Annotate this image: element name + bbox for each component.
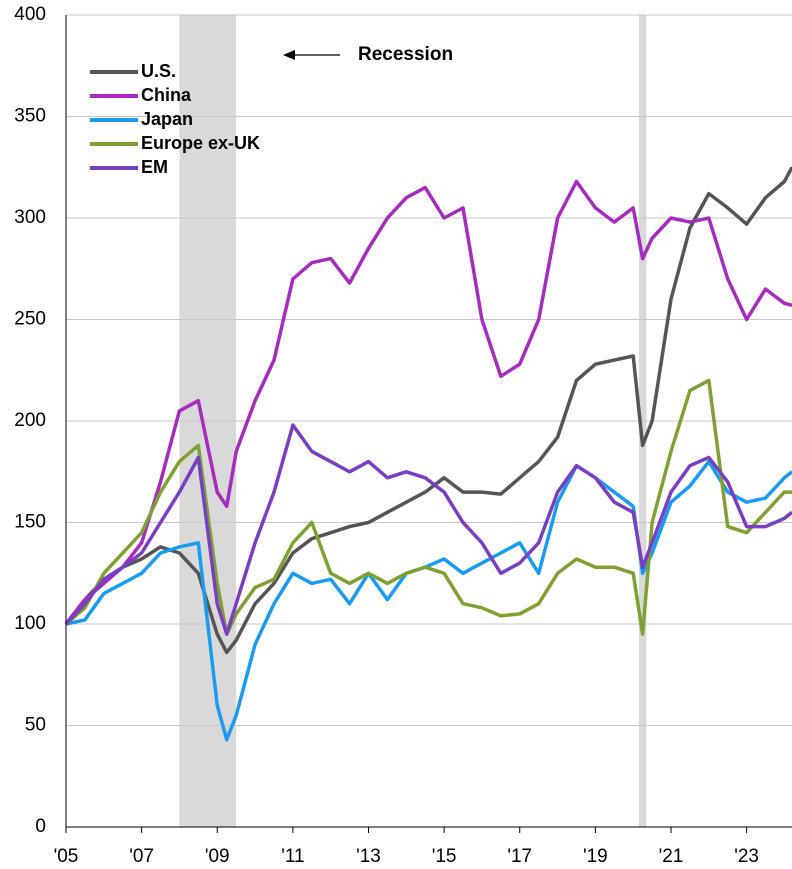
series-line xyxy=(64,423,792,636)
series-line xyxy=(64,179,792,626)
y-tick-label: 150 xyxy=(14,512,46,533)
y-tick-label: 0 xyxy=(35,816,46,837)
x-tick-label: '05 xyxy=(54,846,79,867)
y-tick-label: 100 xyxy=(14,613,46,634)
x-tick-label: '23 xyxy=(734,846,759,867)
x-tick-label: '07 xyxy=(129,846,154,867)
legend-label: U.S. xyxy=(141,61,176,81)
x-tick-label: '19 xyxy=(583,846,608,867)
annotation-arrowhead xyxy=(283,50,295,60)
x-tick-label: '11 xyxy=(281,846,304,867)
y-tick-label: 300 xyxy=(14,207,46,228)
legend-label: EM xyxy=(141,157,168,177)
x-tick-label: '21 xyxy=(659,846,684,867)
series-line xyxy=(64,378,792,636)
y-tick-label: 200 xyxy=(14,410,46,431)
x-tick-label: '15 xyxy=(432,846,457,867)
annotation: Recession xyxy=(358,44,453,65)
y-tick-label: 350 xyxy=(14,106,46,127)
x-tick-label: '13 xyxy=(356,846,381,867)
legend-label: China xyxy=(141,85,192,105)
legend-label: Japan xyxy=(141,109,193,129)
series-line xyxy=(65,459,792,742)
y-tick-label: 50 xyxy=(25,715,46,736)
x-tick-label: '17 xyxy=(507,846,532,867)
y-tick-label: 250 xyxy=(14,309,46,330)
x-tick-label: '09 xyxy=(205,846,230,867)
y-tick-label: 400 xyxy=(14,4,46,25)
legend-label: Europe ex-UK xyxy=(141,133,260,153)
